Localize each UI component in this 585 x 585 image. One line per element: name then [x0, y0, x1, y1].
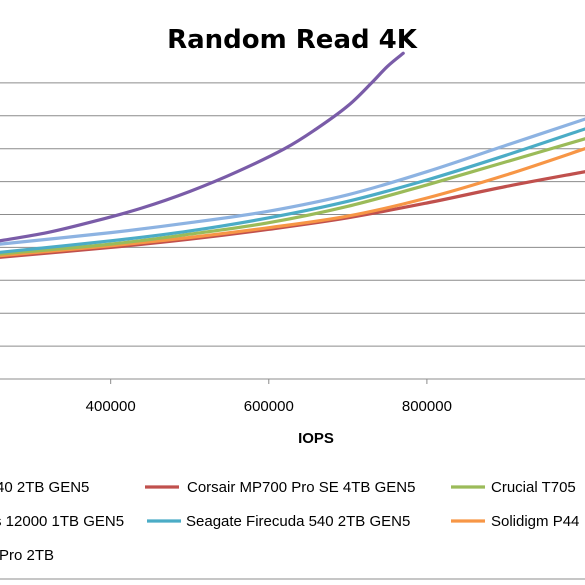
legend: 40 2TB GEN5 Corsair MP700 Pro SE 4TB GEN5…: [0, 479, 579, 564]
legend-label-5: Seagate Firecuda 540 2TB GEN5: [186, 513, 410, 530]
x-tick-label: 400000: [86, 398, 136, 415]
x-tick-labels: 400000 600000 800000: [86, 379, 452, 415]
series-line-4: [0, 117, 585, 246]
series-lines: [0, 51, 585, 259]
legend-label-3: Crucial T705: [491, 479, 576, 496]
legend-label-6: Solidigm P44: [491, 513, 579, 530]
legend-label-4: s 12000 1TB GEN5: [0, 513, 124, 530]
x-axis-label: IOPS: [298, 430, 334, 447]
x-tick-label: 800000: [402, 398, 452, 415]
series-line-1: [0, 51, 405, 243]
series-line-3: [0, 137, 585, 256]
series-line-5: [0, 127, 585, 254]
legend-label-1: 40 2TB GEN5: [0, 479, 89, 496]
chart-title: Random Read 4K: [167, 25, 418, 55]
series-line-6: [0, 147, 585, 258]
legend-label-extra: Pro 2TB: [0, 547, 54, 564]
x-tick-label: 600000: [244, 398, 294, 415]
legend-label-2: Corsair MP700 Pro SE 4TB GEN5: [187, 479, 415, 496]
